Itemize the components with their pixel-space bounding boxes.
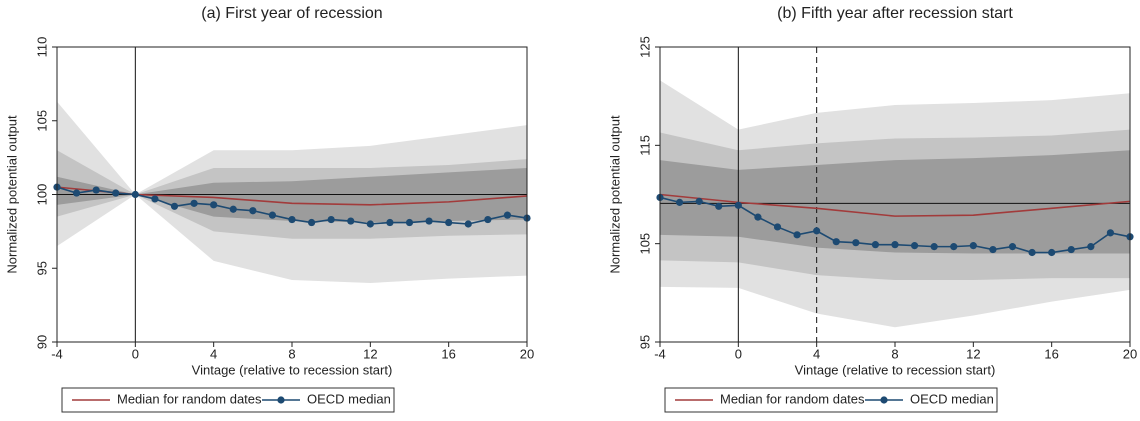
y-tick-label: 105 [34, 110, 49, 132]
point [366, 220, 374, 228]
x-tick-label: -4 [51, 346, 63, 361]
legend-label: OECD median [307, 391, 391, 406]
point [386, 218, 394, 227]
point [484, 215, 492, 224]
point [249, 207, 257, 215]
point [464, 220, 472, 228]
point [852, 239, 860, 247]
point [734, 201, 742, 209]
point [327, 215, 335, 224]
x-tick-label: 0 [735, 346, 742, 361]
point [930, 243, 938, 251]
y-tick-label: 95 [34, 261, 49, 275]
panel: 95 105 115 125 -4 0 4 8 12 16 20 (b) Fifth year aft… [607, 5, 1137, 413]
y-tick-label: 110 [34, 37, 49, 58]
band [57, 167, 527, 223]
x-tick-label: 4 [210, 346, 217, 361]
x-tick-label: -4 [654, 346, 666, 361]
x-tick-label: 8 [288, 346, 295, 361]
point [1067, 245, 1075, 254]
point [754, 213, 762, 221]
point [969, 242, 977, 250]
point [950, 243, 958, 251]
point [288, 215, 296, 224]
y-tick-label: 90 [34, 335, 49, 349]
y-axis-label: Normalized potential output [4, 115, 19, 274]
point [832, 238, 840, 246]
y-tick-label: 105 [637, 233, 652, 255]
point [793, 231, 801, 239]
point [72, 189, 81, 197]
point [405, 218, 414, 227]
point [715, 202, 723, 210]
legend-label: Median for random dates [720, 391, 865, 406]
point [92, 186, 100, 194]
panel: 90 95 100 105 110 -4 0 4 8 12 16 20 (a) First year o… [4, 5, 534, 413]
legend-box [61, 387, 395, 413]
y-tick-label: 95 [637, 335, 652, 349]
x-tick-label: 12 [966, 346, 980, 361]
point [891, 241, 899, 249]
point [1048, 248, 1056, 257]
x-tick-label: 16 [441, 346, 455, 361]
x-tick-label: 20 [520, 346, 534, 361]
point [445, 218, 453, 227]
legend-marker [277, 396, 285, 404]
point [989, 245, 997, 254]
y-axis-label: Normalized potential output [607, 115, 622, 274]
point [1008, 243, 1017, 251]
point [1106, 229, 1115, 237]
x-axis-label: Vintage (relative to recession start) [192, 362, 393, 377]
point [675, 198, 684, 206]
point [425, 217, 433, 225]
point [229, 205, 237, 213]
x-tick-label: 20 [1123, 346, 1137, 361]
point [112, 189, 120, 197]
legend-label: OECD median [910, 391, 994, 406]
legend-marker [880, 396, 888, 404]
x-tick-label: 8 [891, 346, 898, 361]
point [268, 211, 277, 219]
point [307, 218, 316, 227]
x-axis-label: Vintage (relative to recession start) [795, 362, 996, 377]
chart-title: (a) First year of recession [201, 5, 382, 22]
point [910, 242, 919, 250]
x-tick-label: 4 [813, 346, 820, 361]
point [131, 190, 139, 199]
legend-box [664, 387, 998, 413]
chart-title: (b) Fifth year after recession start [777, 5, 1013, 22]
point [210, 201, 218, 209]
x-tick-label: 0 [132, 346, 139, 361]
x-tick-label: 16 [1044, 346, 1058, 361]
legend-label: Median for random dates [117, 391, 262, 406]
point [347, 217, 355, 225]
point [503, 211, 512, 219]
x-tick-label: 12 [363, 346, 377, 361]
y-tick-label: 115 [637, 135, 652, 156]
point [695, 197, 703, 205]
y-tick-label: 100 [34, 184, 49, 206]
point [151, 195, 159, 203]
point [170, 202, 179, 210]
point [871, 241, 880, 249]
point [773, 223, 782, 231]
point [190, 199, 198, 207]
y-tick-label: 125 [637, 36, 652, 58]
point [1087, 243, 1095, 251]
point [1028, 248, 1036, 257]
point [813, 227, 821, 235]
